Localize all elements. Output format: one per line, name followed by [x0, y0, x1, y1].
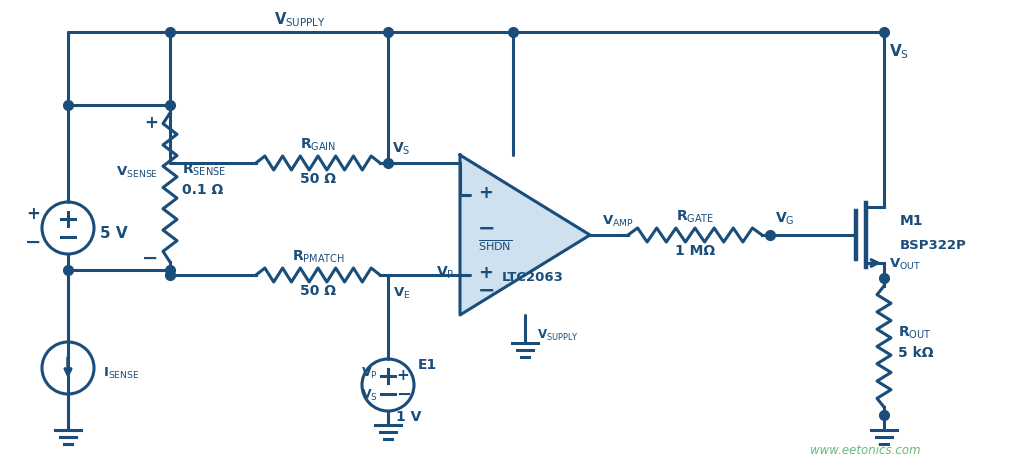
Text: +: +: [478, 264, 494, 282]
Text: V$_{\mathsf{S}}$: V$_{\mathsf{S}}$: [361, 387, 378, 402]
Text: +: +: [478, 184, 494, 202]
Text: 5 V: 5 V: [100, 225, 127, 241]
Text: 50 Ω: 50 Ω: [300, 284, 336, 298]
Text: R$_{\mathsf{GAIN}}$: R$_{\mathsf{GAIN}}$: [300, 137, 337, 153]
Text: V$_{\mathsf{S}}$: V$_{\mathsf{S}}$: [392, 141, 410, 157]
Text: V$_{\mathsf{AMP}}$: V$_{\mathsf{AMP}}$: [602, 213, 634, 229]
Text: +: +: [396, 367, 408, 383]
Text: R$_{\mathsf{PMATCH}}$: R$_{\mathsf{PMATCH}}$: [291, 249, 345, 265]
Text: −: −: [478, 219, 496, 239]
Text: V$_{\mathsf{OUT}}$: V$_{\mathsf{OUT}}$: [889, 256, 921, 272]
Text: $\overline{\mathsf{SHDN}}$: $\overline{\mathsf{SHDN}}$: [478, 239, 512, 253]
Text: 1 V: 1 V: [396, 410, 422, 424]
Text: R$_{\mathsf{GATE}}$: R$_{\mathsf{GATE}}$: [676, 209, 714, 225]
Text: R$_{\mathsf{SENSE}}$: R$_{\mathsf{SENSE}}$: [182, 161, 226, 177]
Text: V$_{\mathsf{P}}$: V$_{\mathsf{P}}$: [361, 366, 378, 380]
Text: 1 MΩ: 1 MΩ: [675, 244, 715, 258]
Text: V$_{\mathsf{SENSE}}$: V$_{\mathsf{SENSE}}$: [116, 165, 158, 180]
Text: V$_{\mathsf{P}}$: V$_{\mathsf{P}}$: [436, 265, 455, 281]
Text: BSP322P: BSP322P: [900, 238, 966, 252]
Text: 5 kΩ: 5 kΩ: [898, 345, 934, 360]
Text: +: +: [144, 114, 158, 132]
Text: M1: M1: [900, 214, 923, 228]
Text: −: −: [25, 232, 41, 252]
Text: R$_{\mathsf{OUT}}$: R$_{\mathsf{OUT}}$: [898, 324, 932, 341]
Text: −: −: [396, 386, 411, 404]
Text: −: −: [142, 248, 158, 267]
Text: E1: E1: [418, 358, 437, 372]
Polygon shape: [460, 155, 590, 315]
Text: V$_{\mathsf{S}}$: V$_{\mathsf{S}}$: [889, 43, 909, 61]
Text: V$_{\mathsf{SUPPLY}}$: V$_{\mathsf{SUPPLY}}$: [537, 327, 579, 343]
Text: V$_{\mathsf{E}}$: V$_{\mathsf{E}}$: [393, 285, 410, 301]
Text: V$_{\mathsf{SUPPLY}}$: V$_{\mathsf{SUPPLY}}$: [274, 11, 326, 30]
Text: I$_{\mathsf{SENSE}}$: I$_{\mathsf{SENSE}}$: [103, 366, 140, 380]
Text: 0.1 Ω: 0.1 Ω: [182, 183, 224, 196]
Text: LTC2063: LTC2063: [502, 271, 564, 284]
Text: +: +: [26, 205, 40, 223]
Text: www.eetonics.com: www.eetonics.com: [810, 443, 920, 456]
Text: 50 Ω: 50 Ω: [300, 172, 336, 186]
Text: V$_{\mathsf{G}}$: V$_{\mathsf{G}}$: [775, 211, 794, 227]
Text: −: −: [478, 281, 496, 301]
